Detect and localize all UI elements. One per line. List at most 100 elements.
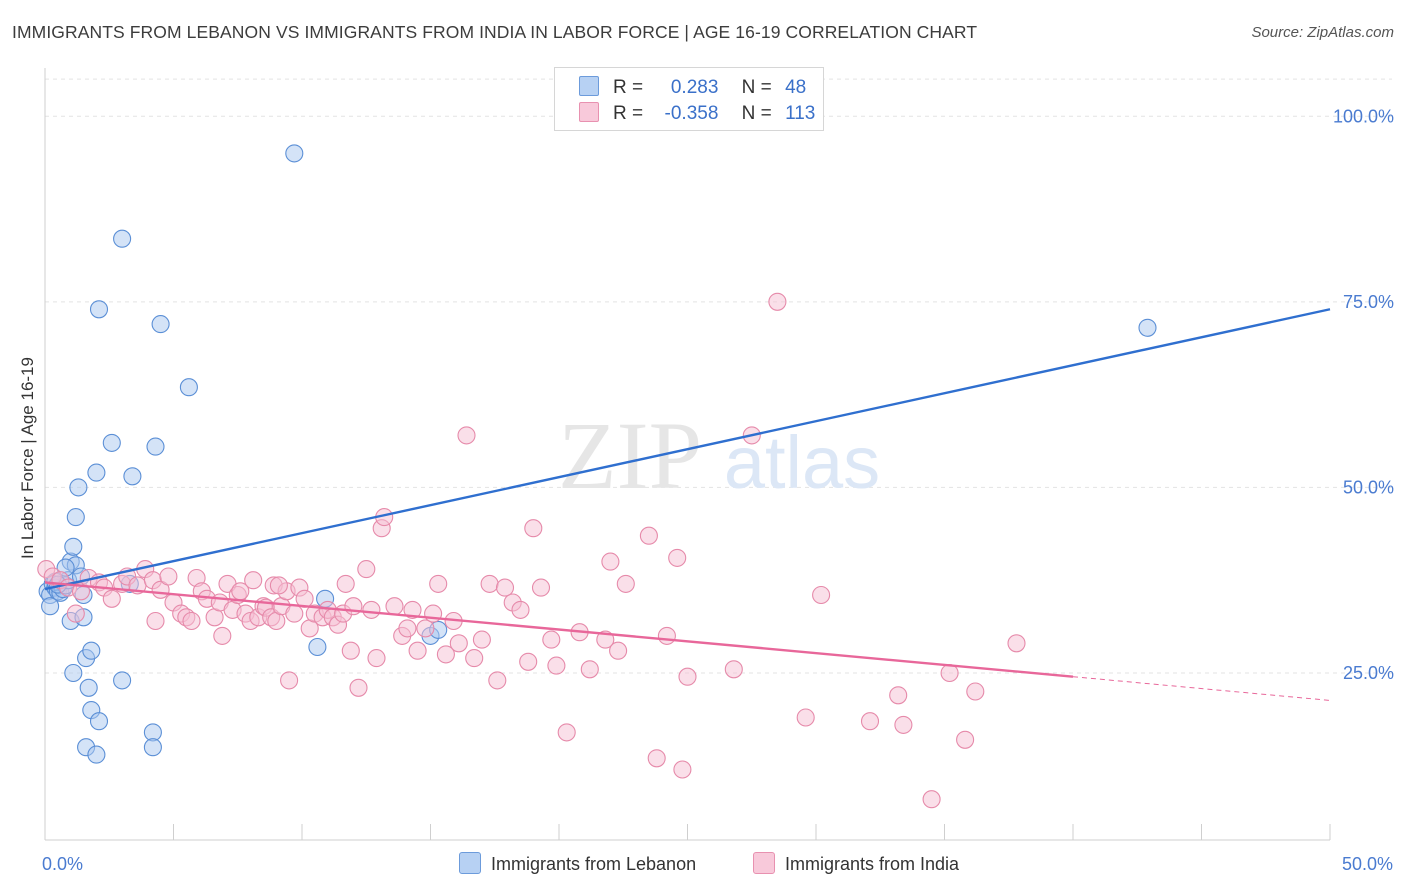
point-india — [922, 790, 941, 809]
point-lebanon — [41, 597, 60, 616]
trendline-india — [44, 581, 1074, 678]
point-lebanon — [69, 478, 88, 497]
point-india — [336, 574, 355, 593]
y-tick-label: 25.0% — [1343, 663, 1394, 683]
point-lebanon — [285, 144, 304, 163]
point-lebanon — [146, 437, 165, 456]
point-india — [349, 678, 368, 697]
point-lebanon — [64, 663, 83, 683]
point-lebanon — [79, 678, 98, 697]
trendline-india-extension — [1072, 676, 1331, 701]
point-lebanon — [89, 712, 109, 731]
point-lebanon — [151, 315, 170, 334]
point-india — [285, 604, 304, 623]
point-india — [465, 649, 484, 668]
point-india — [609, 641, 628, 660]
point-india — [398, 619, 417, 638]
point-india — [146, 611, 165, 631]
point-india — [860, 712, 880, 731]
x-tick-label-min: 0.0% — [42, 854, 83, 874]
point-india — [362, 600, 381, 619]
point-india — [1007, 634, 1026, 653]
point-india — [812, 585, 831, 605]
point-india — [495, 578, 515, 597]
y-axis-label: In Labor Force | Age 16-19 — [18, 357, 37, 559]
point-india — [385, 597, 404, 616]
series-lebanon-points — [38, 144, 1157, 764]
point-india — [557, 723, 576, 742]
point-india — [280, 671, 299, 690]
point-lebanon — [1138, 318, 1157, 337]
legend-n-value-india: 113 — [785, 103, 816, 124]
point-lebanon — [308, 637, 327, 657]
trendline-lebanon — [44, 308, 1331, 591]
correlation-legend: R = 0.283 N = 48 R = -0.358 N = 113 — [554, 67, 824, 131]
series-legend-swatch-india — [753, 852, 775, 874]
point-lebanon — [87, 745, 106, 764]
point-india — [66, 604, 85, 623]
point-india — [480, 574, 499, 593]
y-tick-label: 75.0% — [1343, 292, 1394, 312]
point-india — [531, 578, 551, 597]
point-india — [894, 715, 913, 734]
point-india — [768, 292, 787, 311]
axes — [44, 68, 1331, 841]
x-tick-labels: 0.0% 50.0% — [42, 854, 1393, 874]
point-lebanon — [82, 641, 101, 660]
point-india — [416, 619, 435, 638]
point-india — [367, 649, 386, 668]
point-india — [668, 548, 687, 567]
watermark-zip: ZIP — [558, 402, 702, 509]
point-india — [601, 552, 620, 571]
legend-row-india: R = -0.358 N = 113 — [579, 102, 815, 126]
point-india — [542, 630, 561, 649]
point-india — [244, 571, 263, 590]
point-india — [436, 645, 455, 664]
source-credit: Source: ZipAtlas.com — [1251, 24, 1394, 41]
point-india — [889, 686, 908, 705]
series-legend-india: Immigrants from India — [753, 852, 959, 875]
legend-n-label: N = — [741, 77, 772, 98]
series-india-points — [37, 292, 1026, 809]
point-india — [357, 560, 376, 579]
point-india — [403, 600, 422, 619]
legend-n-value-lebanon: 48 — [785, 77, 807, 98]
legend-r-label: R = — [613, 103, 644, 124]
point-india — [547, 656, 566, 675]
point-india — [647, 749, 666, 768]
point-india — [678, 667, 697, 686]
point-india — [472, 630, 491, 649]
point-india — [159, 567, 178, 586]
series-legend: Immigrants from Lebanon Immigrants from … — [0, 852, 1406, 878]
point-india — [657, 626, 676, 645]
series-legend-lebanon: Immigrants from Lebanon — [459, 852, 696, 875]
point-india — [269, 576, 288, 595]
point-india — [580, 660, 599, 679]
point-lebanon — [113, 229, 132, 248]
point-india — [966, 682, 985, 701]
point-india — [182, 611, 201, 631]
point-lebanon — [89, 300, 109, 319]
point-lebanon — [143, 738, 162, 757]
point-lebanon — [123, 467, 142, 486]
point-india — [796, 708, 815, 727]
point-india — [673, 760, 692, 779]
series-legend-swatch-lebanon — [459, 852, 481, 874]
point-india — [956, 730, 975, 749]
point-india — [449, 634, 468, 653]
watermark: ZIP atlas — [558, 402, 880, 509]
point-india — [616, 574, 635, 593]
point-india — [639, 526, 658, 545]
point-india — [511, 600, 530, 619]
point-india — [488, 671, 507, 690]
chart-title: IMMIGRANTS FROM LEBANON VS IMMIGRANTS FR… — [12, 22, 978, 42]
legend-r-value-india: -0.358 — [664, 103, 719, 124]
point-india — [213, 626, 232, 645]
legend-n-label: N = — [741, 103, 772, 124]
point-india — [408, 641, 427, 660]
point-lebanon — [87, 463, 106, 482]
point-lebanon — [179, 378, 198, 397]
trendlines — [44, 308, 1331, 701]
point-india — [519, 652, 538, 671]
